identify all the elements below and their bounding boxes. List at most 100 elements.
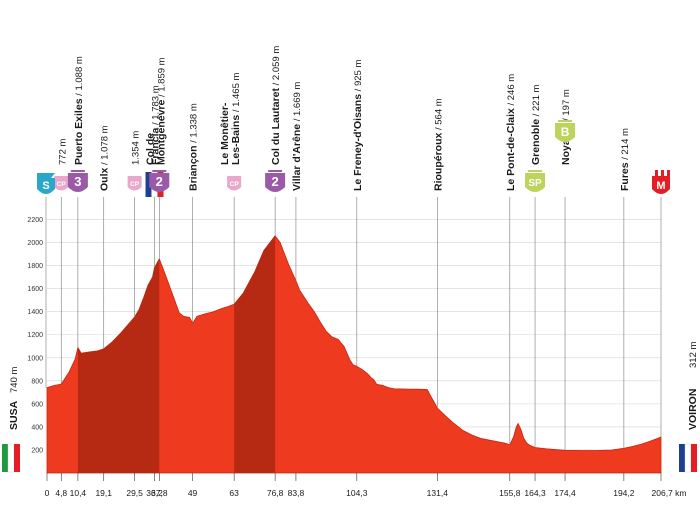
y-tick-label: 1400 <box>27 309 43 316</box>
france-flag-icon <box>679 443 697 473</box>
x-tick-label: 10,4 <box>70 488 87 498</box>
x-tick-label: 194,2 <box>613 488 635 498</box>
waypoint-name: Briançon <box>188 145 200 191</box>
waypoint-name: Grenoble <box>530 119 542 165</box>
waypoint-altitude: 772 m <box>57 139 68 165</box>
italy-flag-icon <box>2 443 20 473</box>
waypoint-altitude: / 925 m <box>353 60 364 94</box>
waypoint-label: Fures / 214 m <box>619 128 631 191</box>
x-tick-label: 63 <box>229 488 239 498</box>
waypoint-badge: 2 <box>265 170 286 192</box>
x-tick-label: 49 <box>188 488 198 498</box>
waypoint-altitude: / 221 m <box>531 84 542 118</box>
waypoint-name: Le Freney-d'Oisans <box>352 94 364 191</box>
x-tick-label: 164,3 <box>524 488 546 498</box>
badge-label: SP <box>528 178 542 189</box>
finish-altitude: 312 m <box>688 342 699 368</box>
start-altitude: 740 m <box>9 367 20 393</box>
waypoint-name: Montgenévre <box>155 99 167 165</box>
badge-label: CP <box>230 181 240 188</box>
waypoint-label: Oulx / 1.078 m <box>99 125 111 191</box>
waypoint-label: Col du Lautaret / 2.059 m <box>270 46 282 165</box>
badge-label: S <box>42 180 49 192</box>
waypoint-badge: 2 <box>149 170 170 192</box>
waypoint-altitude: / 1.465 m <box>231 72 242 114</box>
waypoint-label: Col de <box>144 133 156 165</box>
y-tick-label: 800 <box>31 378 43 385</box>
badge-cap <box>268 170 283 172</box>
waypoint-name: Fures <box>619 162 631 191</box>
x-tick-label: 104,3 <box>346 488 368 498</box>
axis-ticks: 200 400 600 800 1000 1200 1400 1600 1800 2000 2200… <box>27 217 686 498</box>
badge-cap <box>152 170 167 172</box>
start-finish-markers: SUSA 740 m VOIRON 312 m <box>2 342 699 473</box>
waypoint-name: Oulx <box>99 168 111 191</box>
waypoint-label: Briançon / 1.338 m <box>188 103 200 191</box>
checker-cell <box>664 173 667 176</box>
badge-shape <box>54 176 69 191</box>
y-tick-label: 2000 <box>27 240 43 247</box>
waypoint-altitude: / 1.783 m <box>151 85 162 127</box>
x-tick-label: 19,1 <box>95 488 112 498</box>
waypoint-altitude: / 214 m <box>620 128 631 162</box>
y-tick-label: 600 <box>31 401 43 408</box>
waypoint-name: Le Pont-de-Claix <box>505 108 517 191</box>
y-tick-label: 1600 <box>27 286 43 293</box>
badge-cap <box>558 120 573 122</box>
badge-label: M <box>656 180 665 192</box>
waypoint-altitude: / 246 m <box>506 74 517 108</box>
badge-label: B <box>561 125 570 139</box>
x-tick-label: 37,8 <box>151 488 168 498</box>
x-tick-label: 206,7 km <box>652 488 687 498</box>
y-tick-label: 1000 <box>27 355 43 362</box>
waypoint-name: Villar d'Arêne <box>291 124 303 191</box>
waypoint-label: 772 m <box>57 139 68 165</box>
climb-segments <box>77 235 276 473</box>
x-tick-label: 36,2 <box>146 488 163 498</box>
badge-label: 2 <box>272 174 279 189</box>
waypoint-name: Les-Bains <box>230 115 242 165</box>
waypoint-badge: B <box>555 120 576 142</box>
badge-cap <box>528 170 543 172</box>
waypoint-altitude: / 2.059 m <box>271 46 282 88</box>
waypoint-altitude: / 1.078 m <box>100 125 111 167</box>
waypoint-altitude: / 1.859 m <box>156 57 167 99</box>
x-tick-label: 4,8 <box>55 488 67 498</box>
waypoint-label: Le Pont-de-Claix / 246 m <box>505 74 517 191</box>
waypoint-labels: 772 m Puerto Exiles / 1.088 m Oulx / 1.078… <box>57 46 631 191</box>
checkpoint-badge: CP <box>54 176 69 191</box>
y-tick-label: 2200 <box>27 217 43 224</box>
checker-cell <box>652 173 655 176</box>
x-tick-label: 83,8 <box>288 488 305 498</box>
waypoint-name: Col de <box>144 133 156 165</box>
badge-shape <box>227 176 242 191</box>
badge-shape <box>525 173 546 192</box>
waypoint-badge: SP <box>525 170 546 192</box>
waypoint-label: 1.354 m <box>131 131 142 165</box>
climb-segment <box>234 235 276 473</box>
y-tick-label: 400 <box>31 424 43 431</box>
badge-label: 2 <box>156 174 163 189</box>
waypoint-name: Rioupéroux <box>432 133 444 191</box>
badge-label: CP <box>130 181 140 188</box>
waypoint-altitude: / 1.088 m <box>74 56 85 98</box>
waypoint-label: Le Freney-d'Oisans / 925 m <box>352 60 364 191</box>
waypoint-label: Les-Bains / 1.465 m <box>230 72 242 165</box>
waypoint-name: Francia <box>150 127 162 165</box>
badge-label: 3 <box>74 174 81 189</box>
x-tick-label: 29,5 <box>126 488 143 498</box>
x-tick-label: 76,8 <box>267 488 284 498</box>
finish-name: VOIRON <box>687 389 699 430</box>
waypoint-badge: 3 <box>67 170 88 192</box>
waypoint-label: Puerto Exiles / 1.088 m <box>73 56 85 165</box>
badge-shape <box>67 173 88 192</box>
badge-shape <box>265 173 286 192</box>
y-tick-label: 1800 <box>27 263 43 270</box>
climb-segment <box>77 258 160 473</box>
waypoint-label: Villar d'Arêne / 1.669 m <box>291 82 303 191</box>
badge-shape <box>555 123 576 142</box>
checker-cell <box>667 170 670 173</box>
waypoint-name: Puerto Exiles <box>73 98 85 165</box>
